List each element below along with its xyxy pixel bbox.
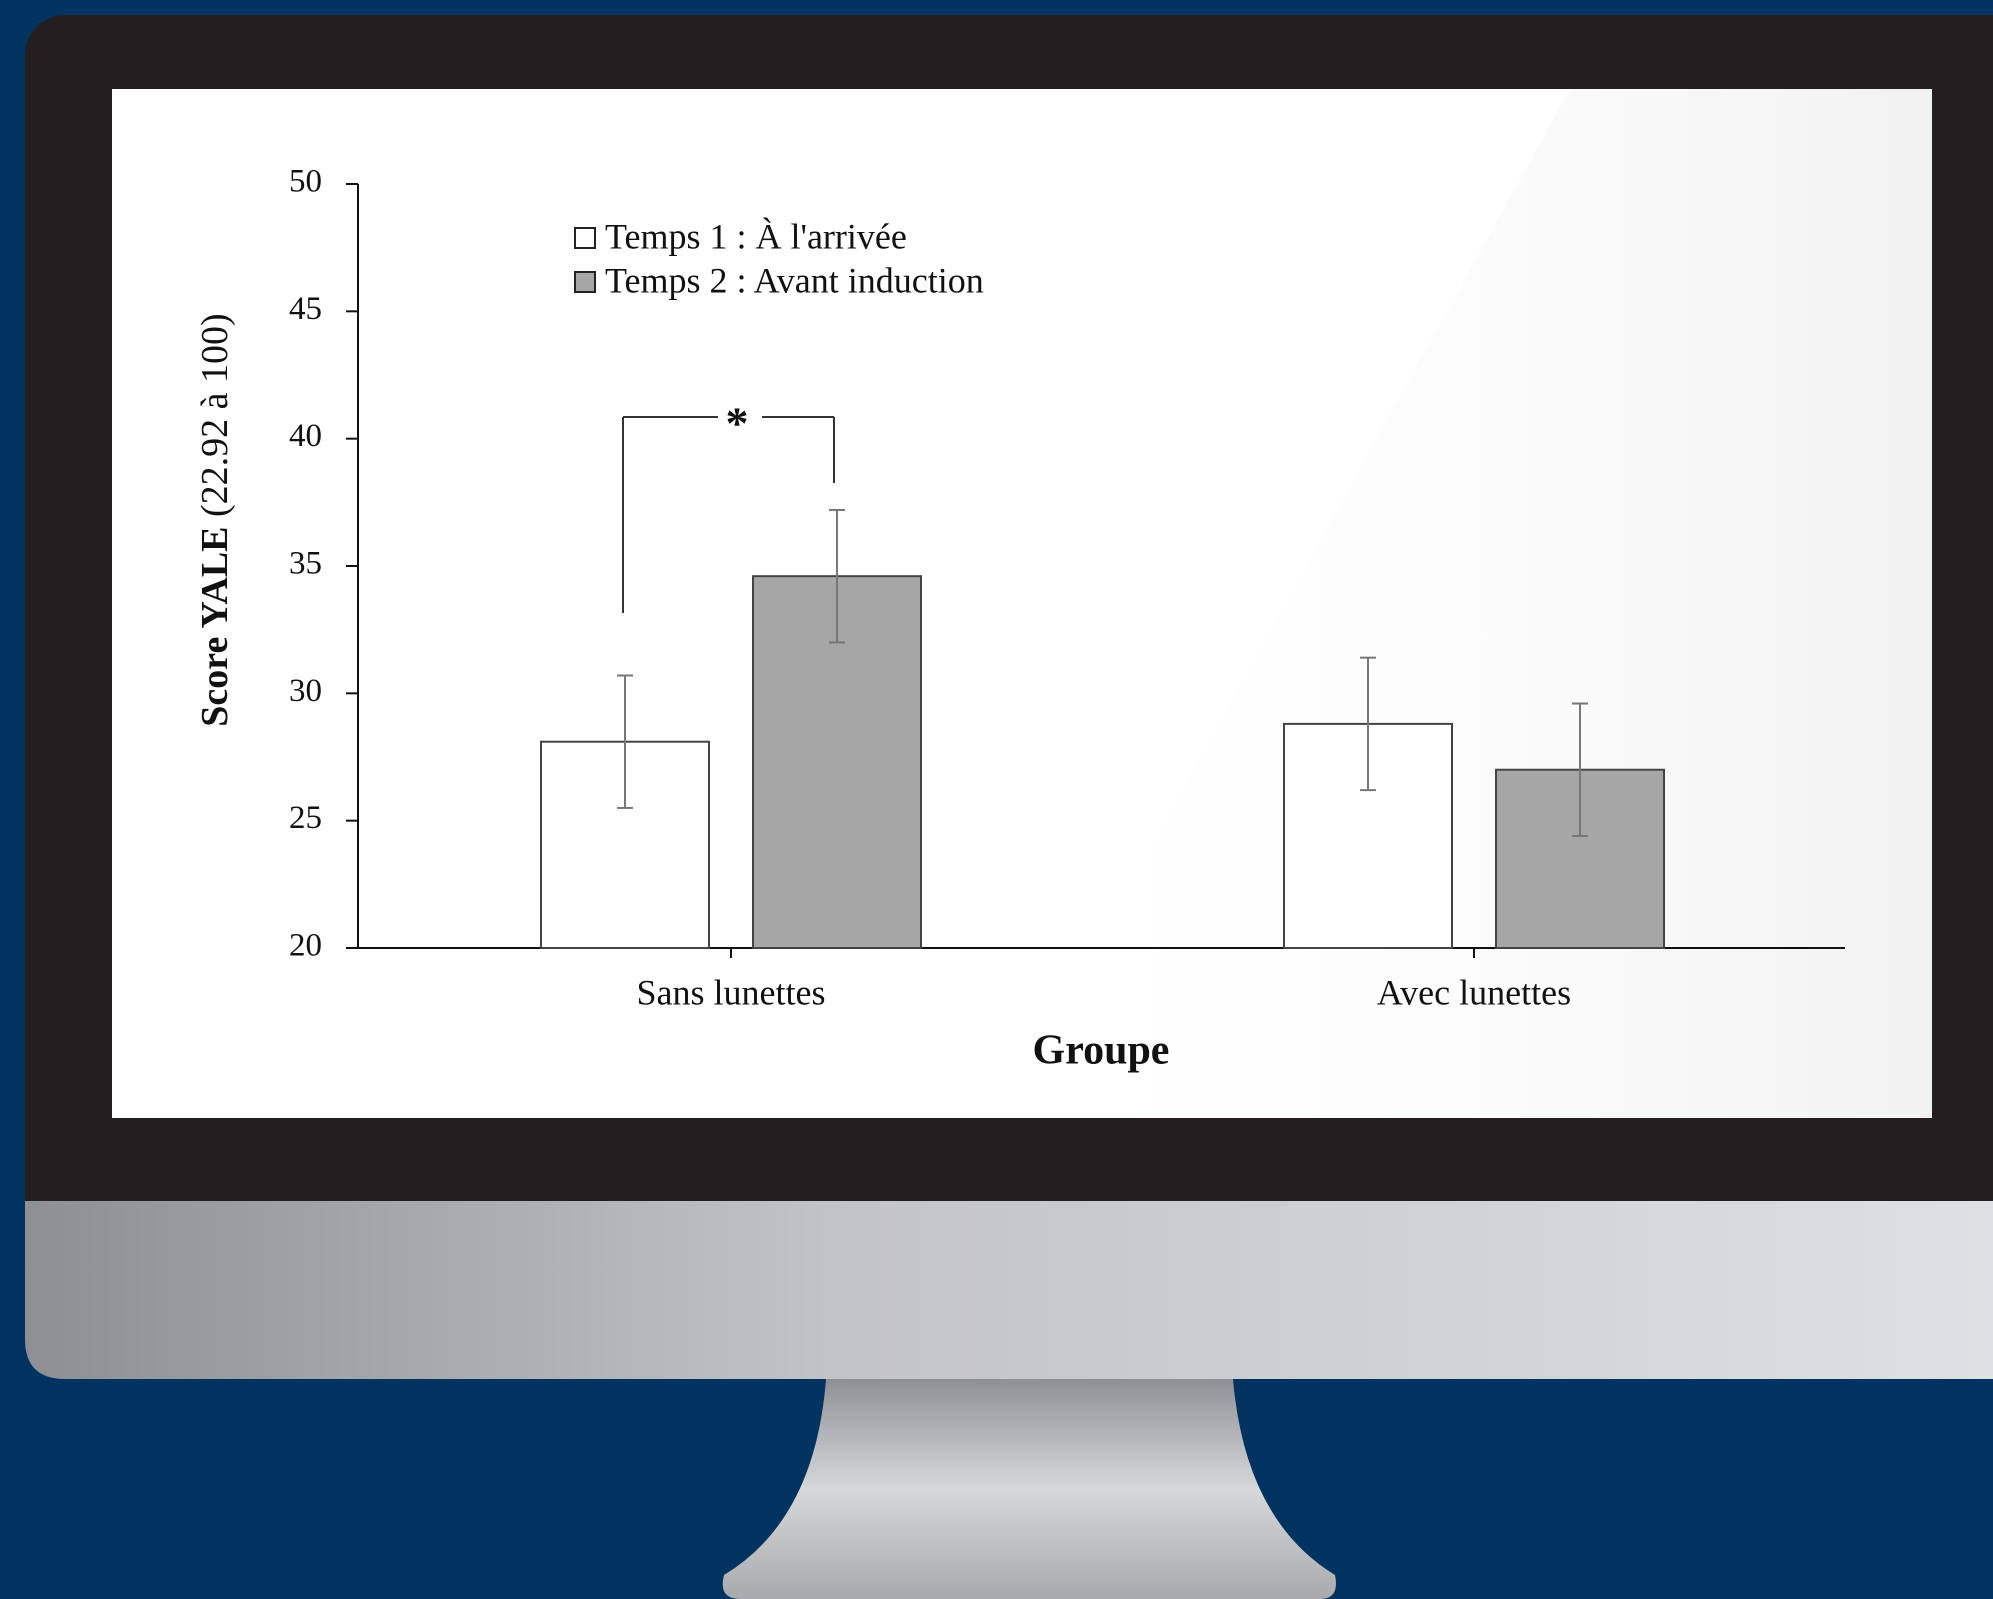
y-tick-label: 40 (289, 418, 322, 454)
legend-swatch (574, 271, 596, 293)
x-tick-label: Sans lunettes (637, 972, 826, 1012)
significance-star: * (726, 398, 749, 449)
y-tick-label: 25 (289, 800, 322, 836)
y-tick-label: 30 (289, 673, 322, 709)
screen-glare (1000, 89, 1932, 1118)
legend-label: Temps 1 : À l'arrivée (605, 216, 907, 256)
y-tick-label: 35 (289, 546, 322, 582)
legend-label: Temps 2 : Avant induction (605, 260, 984, 300)
x-axis-label: Groupe (1033, 1028, 1170, 1074)
x-tick-label: Avec lunettes (1377, 972, 1571, 1012)
y-axis-label-note: (22.92 à 100) (194, 313, 236, 517)
monitor-stand (722, 1379, 1336, 1599)
y-axis-label-main: Score YALE (194, 526, 236, 726)
y-axis-label: Score YALE (22.92 à 100) (194, 313, 236, 726)
y-tick-label: 50 (289, 164, 322, 200)
legend-swatch (574, 227, 596, 249)
monitor-chin (25, 1201, 1993, 1379)
y-tick-label: 20 (289, 928, 322, 964)
y-tick-label: 45 (289, 291, 322, 327)
chart: Score YALE (22.92 à 100) Groupe * 20 25 30… (194, 164, 1845, 1074)
